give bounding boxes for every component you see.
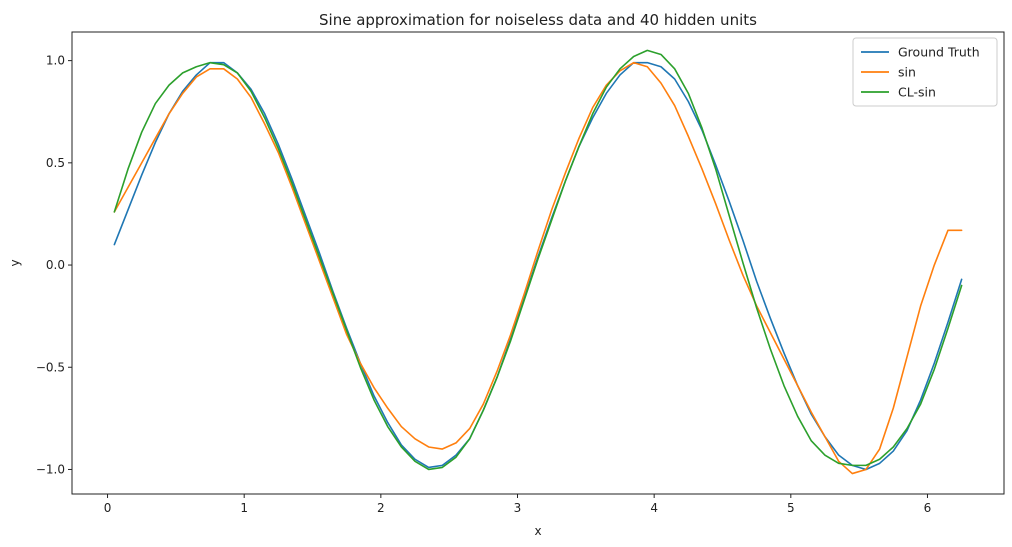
x-tick-label: 2 [377, 501, 385, 515]
legend-box [852, 37, 998, 107]
x-tick-label: 0 [104, 501, 112, 515]
series-line-cl-sin [113, 49, 963, 471]
chart-title: Sine approximation for noiseless data an… [319, 11, 757, 29]
x-tick-label: 6 [924, 501, 932, 515]
y-tick-label: 0.5 [46, 156, 65, 170]
series-line-sin [113, 61, 963, 475]
y-axis-label: y [8, 259, 22, 266]
legend: Ground Truth sin CL-sin [852, 37, 998, 107]
axes: 0 1 2 3 4 5 6 −1.0 −0.5 0.0 0.5 1.0 [36, 31, 1005, 515]
y-tick-label: −1.0 [36, 462, 65, 476]
y-tick-label: 1.0 [46, 54, 65, 68]
y-tick-label: −0.5 [36, 360, 65, 374]
legend-label-ground-truth: Ground Truth [898, 45, 980, 60]
y-tick-label: 0.0 [46, 258, 65, 272]
x-tick-label: 5 [787, 501, 795, 515]
x-tick-label: 4 [650, 501, 658, 515]
legend-label-sin: sin [898, 65, 916, 80]
x-tick-label: 3 [514, 501, 522, 515]
plot-area [113, 49, 963, 475]
legend-label-cl-sin: CL-sin [898, 85, 936, 100]
x-axis-label: x [534, 524, 541, 538]
series-line-ground-truth [113, 61, 963, 471]
plot-frame [71, 31, 1005, 495]
x-tick-label: 1 [240, 501, 248, 515]
